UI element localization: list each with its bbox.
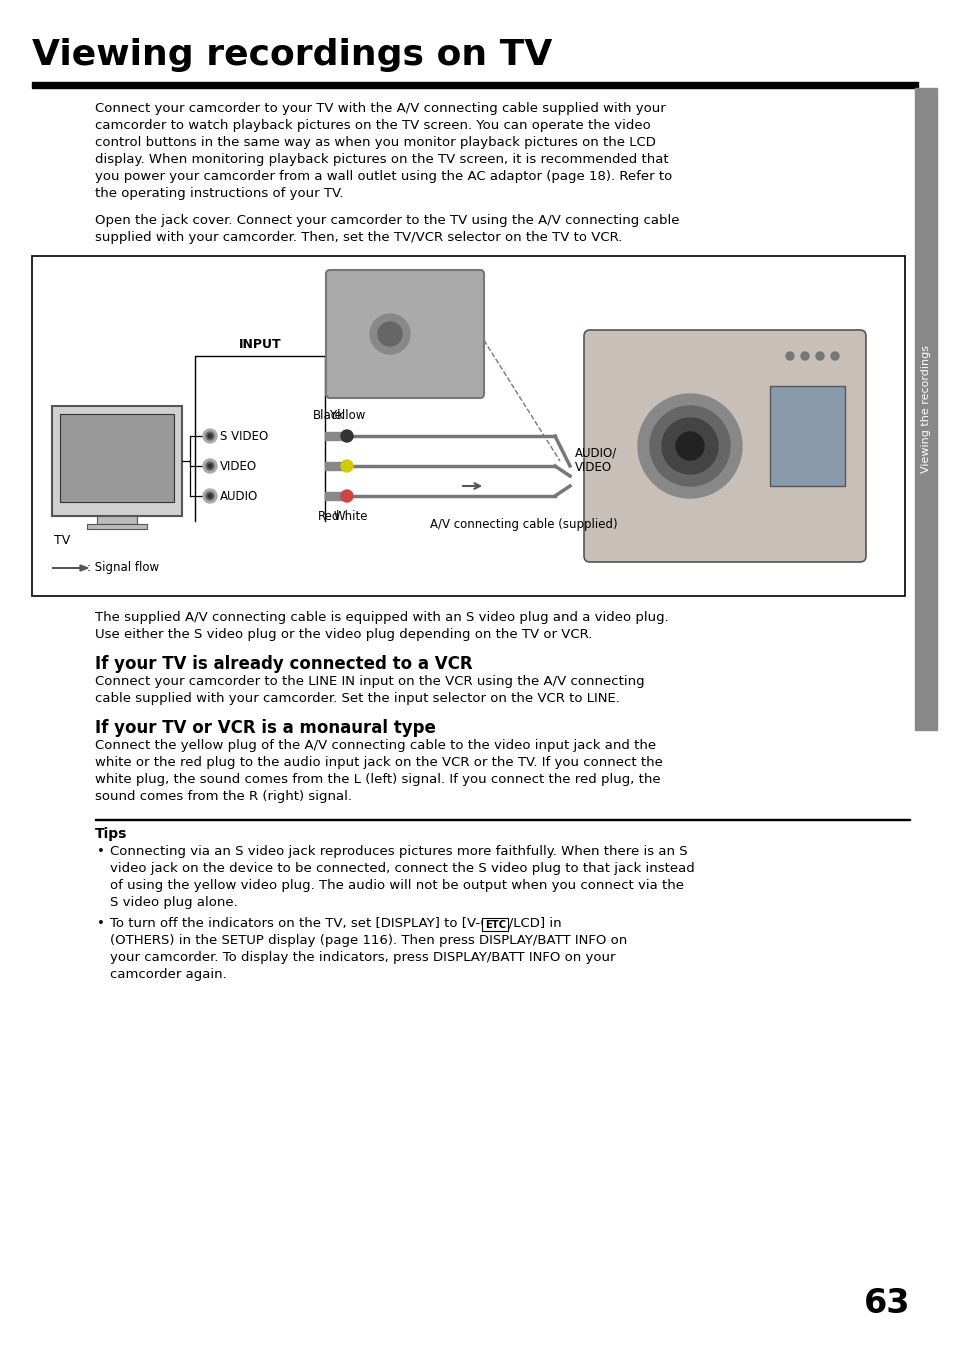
Bar	[482, 918, 508, 932]
Circle shape	[785, 352, 793, 360]
Text: you power your camcorder from a wall outlet using the AC adaptor (page 18). Refe: you power your camcorder from a wall out…	[95, 170, 672, 183]
FancyArrow shape	[52, 565, 88, 571]
Circle shape	[801, 352, 808, 360]
Bar	[769, 387, 844, 485]
Text: Black: Black	[313, 410, 345, 422]
Bar	[325, 492, 347, 500]
Bar	[52, 406, 182, 516]
Text: Viewing recordings on TV: Viewing recordings on TV	[32, 38, 552, 72]
Text: 63: 63	[862, 1287, 909, 1320]
Bar	[325, 462, 347, 470]
Text: (OTHERS) in the SETUP display (page 116). Then press DISPLAY/BATT INFO on: (OTHERS) in the SETUP display (page 116)…	[110, 934, 626, 946]
Text: To turn off the indicators on the TV, set [DISPLAY] to [V-OUT/LCD] in: To turn off the indicators on the TV, se…	[110, 917, 565, 930]
Text: Connect your camcorder to the LINE IN input on the VCR using the A/V connecting: Connect your camcorder to the LINE IN in…	[95, 675, 644, 688]
Text: supplied with your camcorder. Then, set the TV/VCR selector on the TV to VCR.: supplied with your camcorder. Then, set …	[95, 231, 621, 243]
Text: Connecting via an S video jack reproduces pictures more faithfully. When there i: Connecting via an S video jack reproduce…	[110, 845, 687, 859]
Bar	[325, 433, 347, 439]
Text: AUDIO/: AUDIO/	[575, 446, 617, 458]
Circle shape	[661, 418, 718, 475]
Text: •: •	[97, 917, 105, 930]
Circle shape	[340, 460, 353, 472]
Circle shape	[340, 489, 353, 502]
Text: The supplied A/V connecting cable is equipped with an S video plug and a video p: The supplied A/V connecting cable is equ…	[95, 611, 668, 625]
Text: Connect your camcorder to your TV with the A/V connecting cable supplied with yo: Connect your camcorder to your TV with t…	[95, 101, 665, 115]
Text: Use either the S video plug or the video plug depending on the TV or VCR.: Use either the S video plug or the video…	[95, 627, 592, 641]
Text: Red: Red	[317, 510, 340, 523]
Bar	[87, 525, 147, 529]
Text: white plug, the sound comes from the L (left) signal. If you connect the red plu: white plug, the sound comes from the L (…	[95, 773, 659, 786]
Circle shape	[830, 352, 838, 360]
Text: white or the red plug to the audio input jack on the VCR or the TV. If you conne: white or the red plug to the audio input…	[95, 756, 662, 769]
Text: S VIDEO: S VIDEO	[220, 430, 268, 442]
Text: Tips: Tips	[95, 827, 128, 841]
Circle shape	[203, 489, 216, 503]
Text: If your TV or VCR is a monaural type: If your TV or VCR is a monaural type	[95, 719, 436, 737]
Text: sound comes from the R (right) signal.: sound comes from the R (right) signal.	[95, 790, 352, 803]
Bar	[914, 88, 936, 730]
Circle shape	[203, 458, 216, 473]
Circle shape	[676, 433, 703, 460]
Text: A/V connecting cable (supplied): A/V connecting cable (supplied)	[430, 518, 617, 531]
Text: video jack on the device to be connected, connect the S video plug to that jack : video jack on the device to be connected…	[110, 863, 694, 875]
Circle shape	[208, 434, 212, 438]
Text: of using the yellow video plug. The audio will not be output when you connect vi: of using the yellow video plug. The audi…	[110, 879, 683, 892]
Circle shape	[340, 430, 353, 442]
Bar	[32, 82, 917, 88]
FancyBboxPatch shape	[326, 270, 483, 397]
FancyBboxPatch shape	[583, 330, 865, 562]
Circle shape	[206, 433, 213, 439]
Text: camcorder again.: camcorder again.	[110, 968, 227, 982]
Text: INPUT: INPUT	[238, 338, 281, 352]
Text: Connect the yellow plug of the A/V connecting cable to the video input jack and : Connect the yellow plug of the A/V conne…	[95, 740, 656, 752]
Text: S video plug alone.: S video plug alone.	[110, 896, 237, 909]
Circle shape	[649, 406, 729, 485]
Text: Open the jack cover. Connect your camcorder to the TV using the A/V connecting c: Open the jack cover. Connect your camcor…	[95, 214, 679, 227]
Text: AUDIO: AUDIO	[220, 489, 258, 503]
Circle shape	[377, 322, 401, 346]
Bar	[60, 414, 173, 502]
Circle shape	[206, 462, 213, 470]
Circle shape	[638, 393, 741, 498]
Text: •: •	[97, 845, 105, 859]
Text: display. When monitoring playback pictures on the TV screen, it is recommended t: display. When monitoring playback pictur…	[95, 153, 668, 166]
Circle shape	[206, 492, 213, 500]
Text: : Signal flow: : Signal flow	[87, 561, 159, 575]
Text: Viewing the recordings: Viewing the recordings	[920, 345, 930, 473]
Circle shape	[815, 352, 823, 360]
Text: TV: TV	[54, 534, 71, 548]
Text: ETC: ETC	[484, 919, 505, 930]
Text: control buttons in the same way as when you monitor playback pictures on the LCD: control buttons in the same way as when …	[95, 137, 656, 149]
Text: camcorder to watch playback pictures on the TV screen. You can operate the video: camcorder to watch playback pictures on …	[95, 119, 650, 132]
Circle shape	[208, 464, 212, 468]
Text: White: White	[334, 510, 368, 523]
Bar	[32, 256, 904, 596]
Text: your camcorder. To display the indicators, press DISPLAY/BATT INFO on your: your camcorder. To display the indicator…	[110, 950, 615, 964]
Circle shape	[208, 493, 212, 498]
Circle shape	[203, 429, 216, 443]
Text: Yellow: Yellow	[329, 410, 365, 422]
Text: VIDEO: VIDEO	[220, 460, 257, 472]
Text: cable supplied with your camcorder. Set the input selector on the VCR to LINE.: cable supplied with your camcorder. Set …	[95, 692, 619, 704]
Text: the operating instructions of your TV.: the operating instructions of your TV.	[95, 187, 343, 200]
Circle shape	[370, 314, 410, 354]
Text: If your TV is already connected to a VCR: If your TV is already connected to a VCR	[95, 654, 472, 673]
Text: VIDEO: VIDEO	[575, 461, 612, 475]
Bar	[97, 516, 137, 525]
